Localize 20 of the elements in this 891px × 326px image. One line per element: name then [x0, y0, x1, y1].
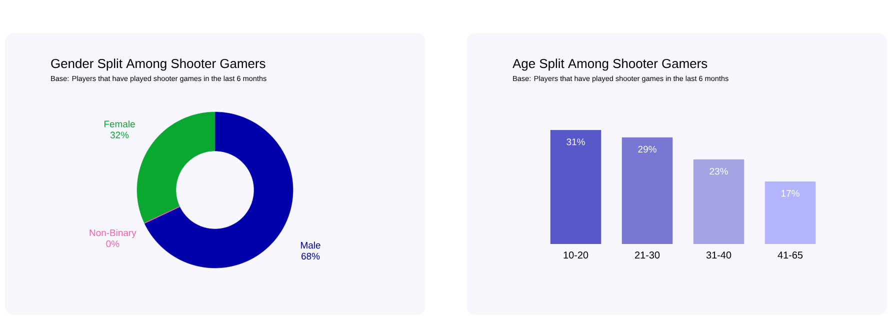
- data-label: 32%: [110, 132, 129, 138]
- x-tick-label: 31-40: [706, 252, 732, 259]
- data-label: 29%: [638, 146, 656, 153]
- slice-label: Female: [104, 120, 135, 128]
- x-tick-label: 21-30: [635, 252, 660, 259]
- chart-title: Gender Split Among Shooter Gamers: [51, 58, 266, 71]
- chart-title: Age Split Among Shooter Gamers: [512, 58, 708, 71]
- text: 0%: [106, 240, 120, 248]
- bar: [764, 181, 816, 244]
- data-label: 23%: [710, 168, 728, 175]
- bar: [550, 130, 602, 244]
- bar: [693, 159, 744, 244]
- x-tick-label: 41-65: [778, 252, 803, 259]
- bar: [622, 137, 673, 244]
- data-label: 31%: [566, 138, 585, 146]
- category-label: Non-Binary: [90, 229, 136, 238]
- data-label: 17%: [782, 190, 800, 197]
- slice-label: Male: [301, 242, 320, 249]
- x-tick-label: 10-20: [564, 252, 588, 259]
- data-label: 68%: [302, 252, 320, 260]
